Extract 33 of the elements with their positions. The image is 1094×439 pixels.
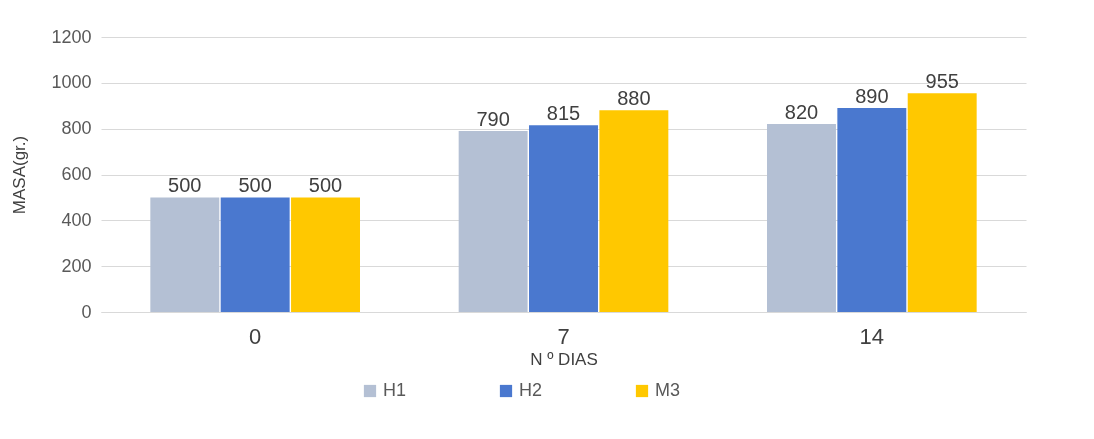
y-tick-label: 1200 — [51, 26, 92, 47]
bar — [907, 93, 977, 312]
bar — [837, 108, 907, 312]
bar — [529, 125, 598, 312]
bar — [150, 197, 220, 312]
bar — [220, 197, 290, 312]
x-axis-title: N º DIAS — [530, 349, 598, 369]
data-label: 790 — [476, 107, 510, 130]
data-label: 500 — [308, 174, 343, 197]
legend-label: M3 — [655, 380, 681, 400]
y-tick-label: 600 — [61, 164, 92, 184]
data-label: 955 — [925, 70, 959, 93]
y-tick-label: 200 — [61, 255, 92, 276]
bar — [599, 110, 669, 312]
bar — [291, 197, 360, 312]
data-label: 890 — [855, 85, 889, 108]
x-tick-label: 0 — [249, 323, 262, 349]
data-label: 500 — [168, 174, 202, 197]
bar — [767, 124, 836, 312]
y-tick-label: 1000 — [51, 72, 92, 93]
data-label: 500 — [238, 174, 272, 197]
y-tick-label: 400 — [61, 209, 92, 230]
y-tick-label: 0 — [81, 301, 92, 322]
legend-label: H2 — [519, 380, 543, 400]
y-tick-label: 800 — [61, 118, 92, 139]
y-axis-title: MASA(gr.) — [10, 135, 30, 215]
x-tick-label: 7 — [557, 323, 570, 349]
legend-label: H1 — [383, 380, 407, 400]
x-tick-label: 14 — [859, 323, 885, 349]
bar — [458, 130, 528, 312]
data-label: 815 — [546, 102, 581, 125]
data-label: 880 — [617, 87, 651, 110]
data-label: 820 — [784, 101, 819, 124]
